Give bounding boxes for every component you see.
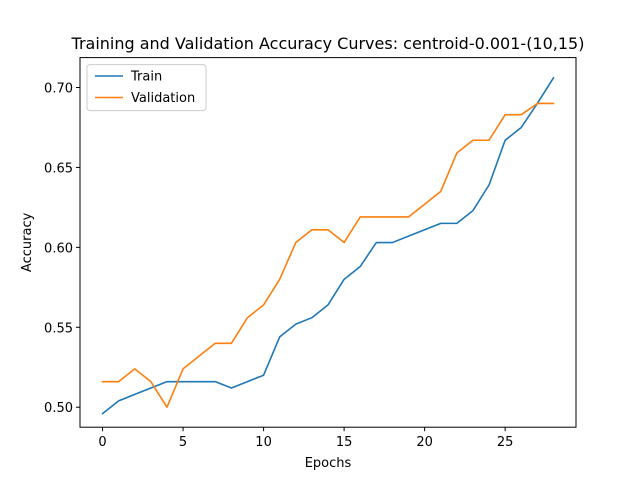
- x-tick-label: 15: [336, 435, 353, 450]
- y-tick-label: 0.55: [44, 321, 73, 336]
- plot-area: [79, 57, 577, 428]
- y-tick-label: 0.50: [44, 401, 73, 416]
- x-tick-label: 25: [497, 435, 514, 450]
- y-tick-label: 0.60: [44, 241, 73, 256]
- y-tick-label: 0.65: [44, 161, 73, 176]
- chart-title: Training and Validation Accuracy Curves:…: [71, 34, 585, 53]
- y-axis: 0.50 0.55 0.60 0.65 0.70: [44, 81, 80, 416]
- legend-label-validation: Validation: [131, 91, 195, 106]
- x-tick-label: 0: [98, 435, 106, 450]
- legend-label-train: Train: [130, 70, 162, 85]
- plot-frame: [79, 57, 577, 428]
- series-line-validation: [101, 102, 555, 409]
- y-axis-label: Accuracy: [20, 212, 35, 272]
- x-tick-label: 5: [179, 435, 187, 450]
- legend: Train Validation: [86, 64, 207, 112]
- x-tick-label: 10: [255, 435, 272, 450]
- x-axis-label: Epochs: [305, 456, 352, 471]
- x-axis: 0 5 10 15 20 25: [98, 427, 513, 450]
- series-lines: [101, 76, 555, 415]
- y-tick-label: 0.70: [44, 81, 73, 96]
- x-tick-label: 20: [416, 435, 433, 450]
